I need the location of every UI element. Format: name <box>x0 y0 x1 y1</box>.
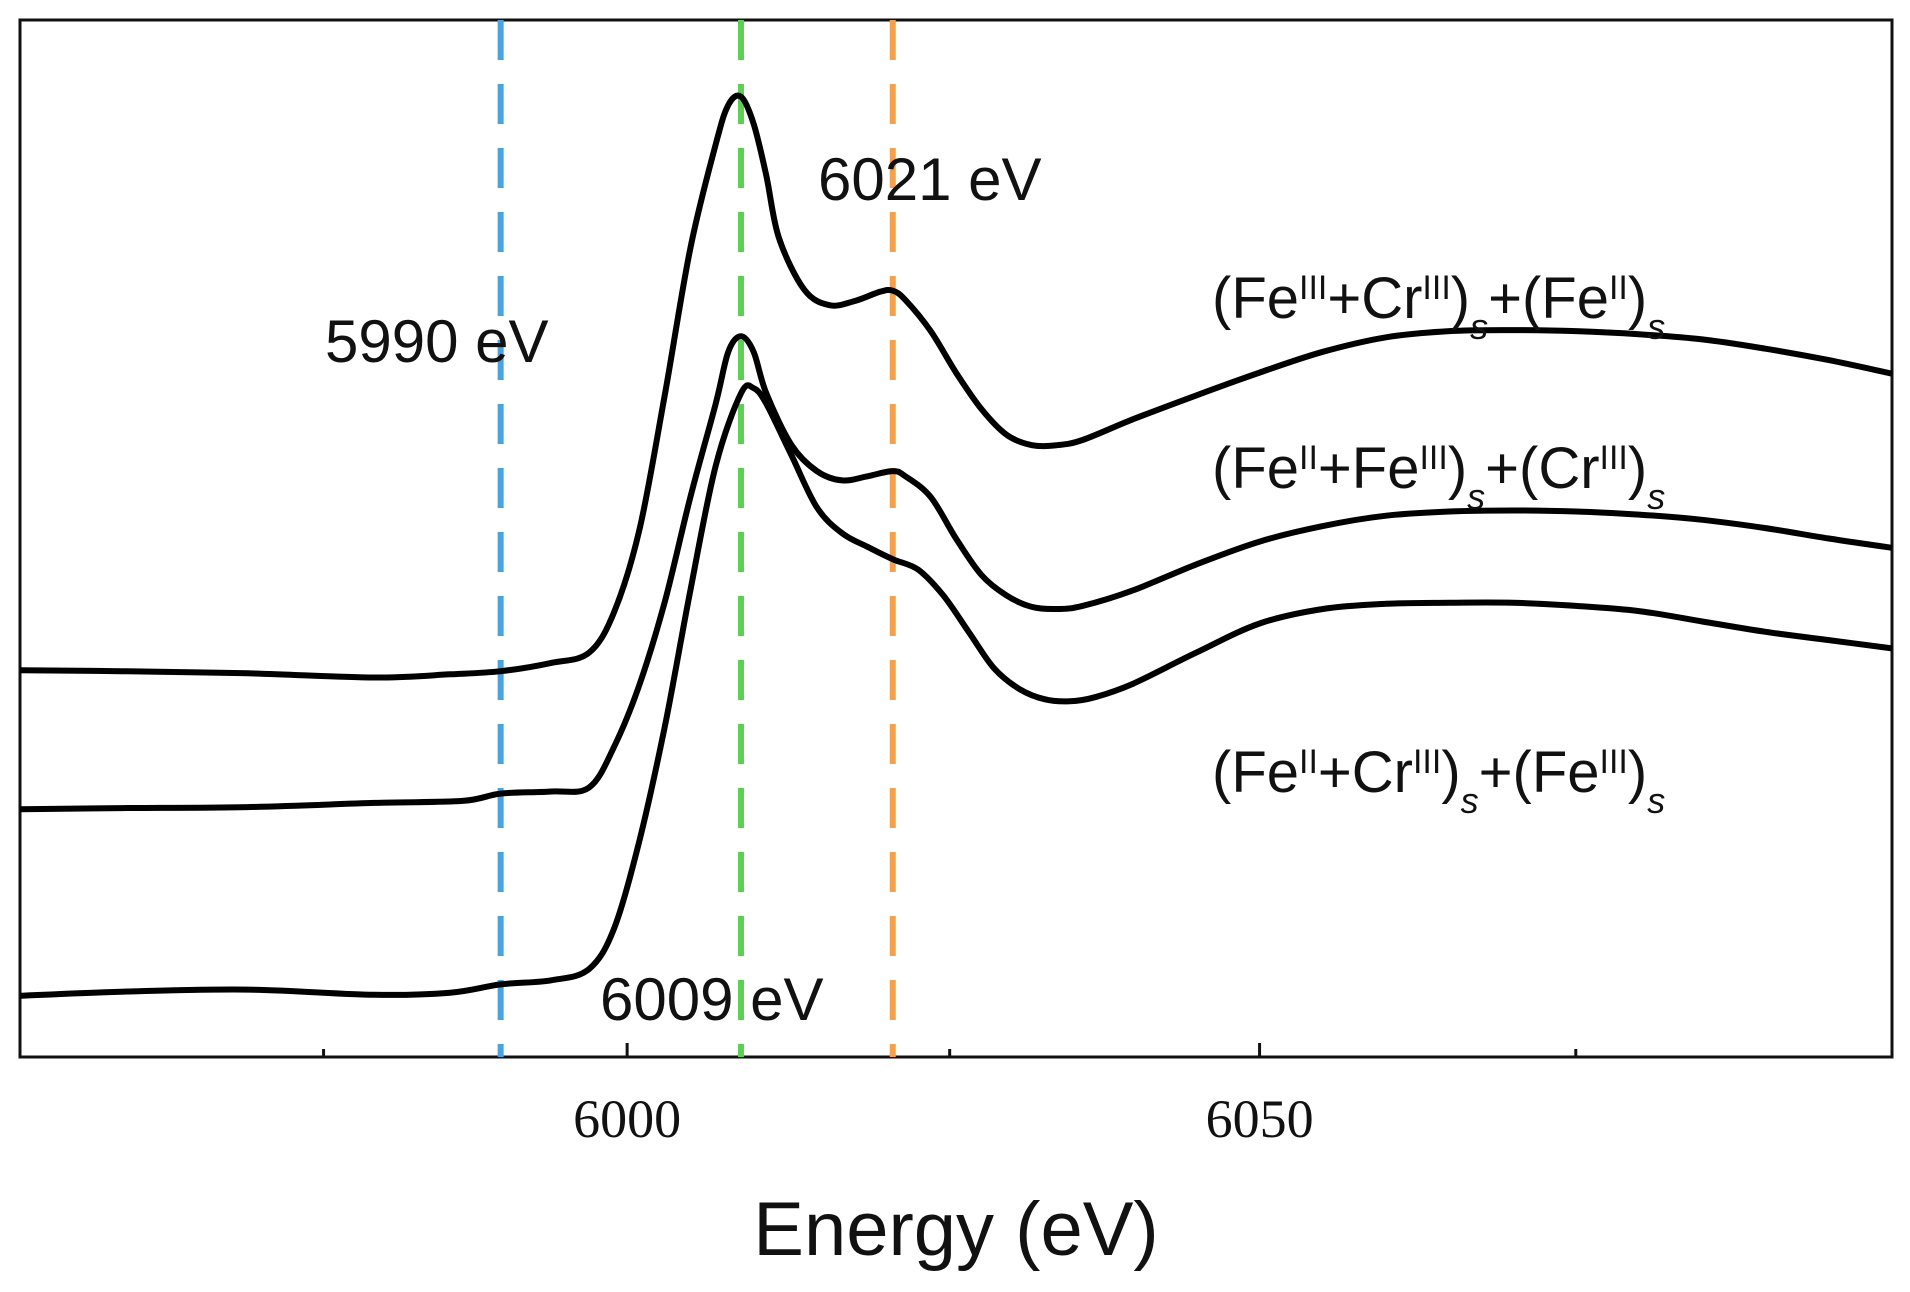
annotation-5990: 5990 eV <box>325 308 549 375</box>
reference-lines <box>497 20 896 1057</box>
annotation-6021: 6021 eV <box>818 146 1042 213</box>
series-lines <box>19 92 1893 999</box>
x-axis-ticks <box>322 1043 1578 1057</box>
series-line-2 <box>19 333 1893 813</box>
x-tick-label-6000: 6000 <box>573 1089 681 1149</box>
x-tick-label-6050: 6050 <box>1206 1089 1314 1149</box>
x-axis-label: Energy (eV) <box>753 1187 1159 1272</box>
series-label-3: (FeII+CrIII)s+(FeIII)s <box>1212 740 1665 821</box>
x-axis-tick-labels: 6000 6050 <box>573 1089 1313 1149</box>
series-line-1 <box>19 92 1893 681</box>
series-label-2: (FeII+FeIII)s+(CrIII)s <box>1212 436 1665 517</box>
series-line-3 <box>19 382 1893 999</box>
series-label-1: (FeIII+CrIII)s+(FeII)s <box>1212 266 1665 347</box>
annotation-6009: 6009 eV <box>600 966 824 1033</box>
